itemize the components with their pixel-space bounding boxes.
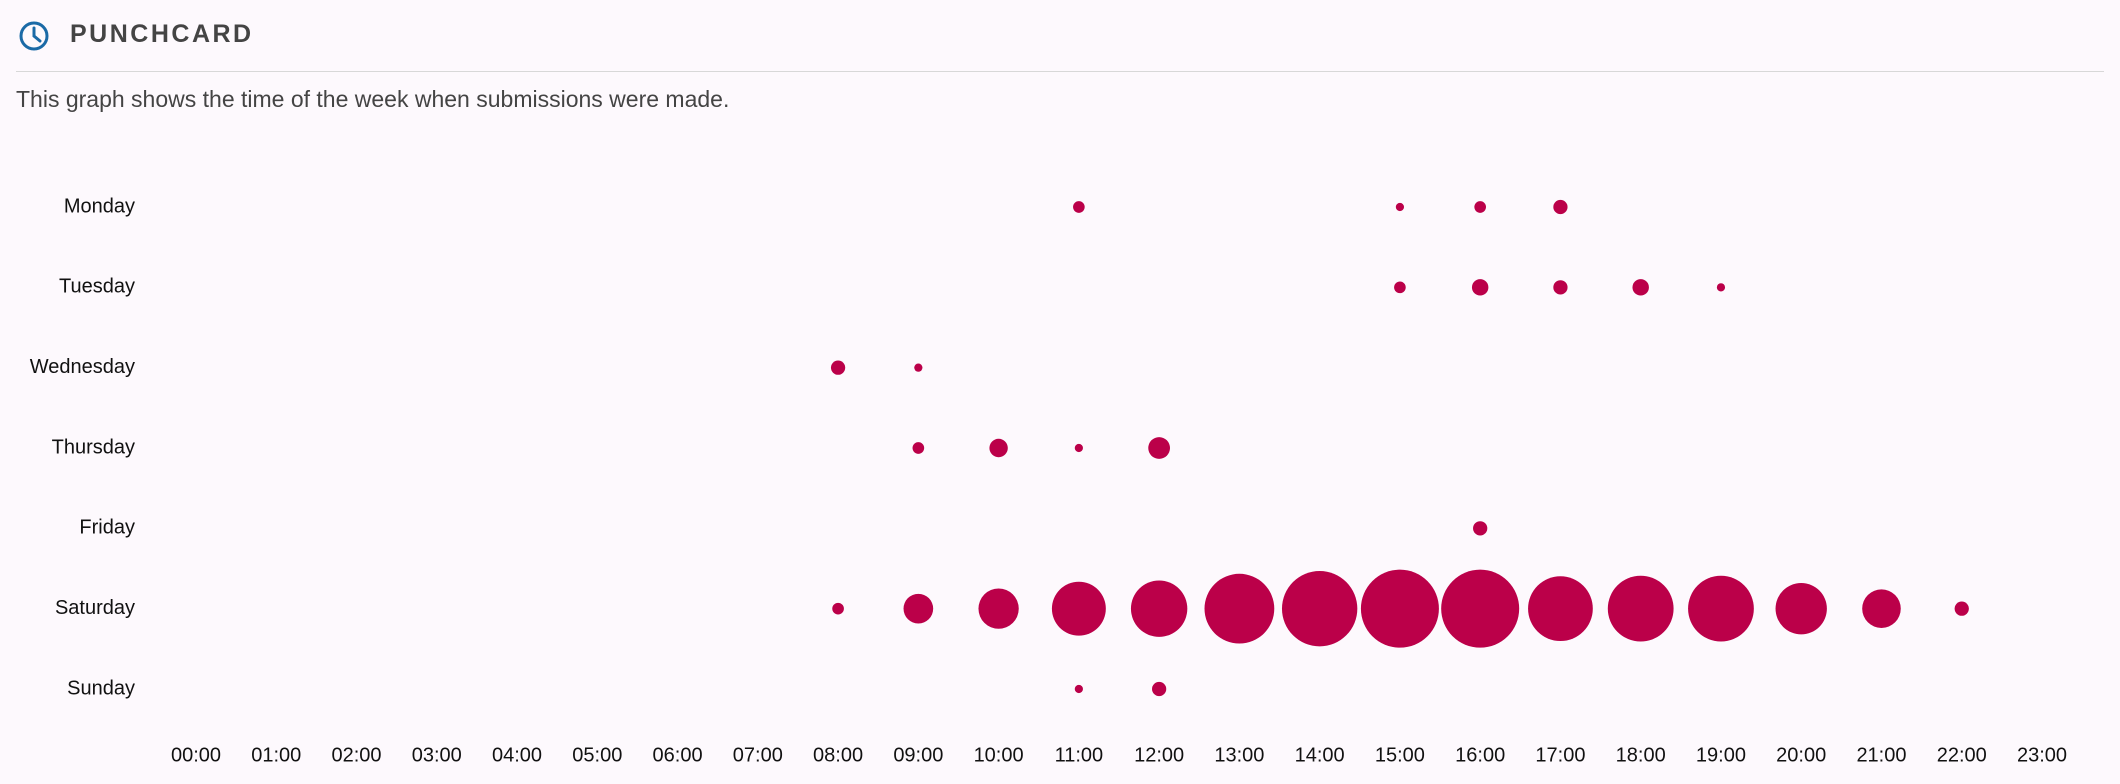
column-label: 00:00: [171, 744, 221, 766]
punch-dot: [1775, 582, 1827, 635]
column-label: 21:00: [1856, 744, 1906, 766]
row-label: Tuesday: [59, 276, 135, 298]
column-label: 03:00: [412, 744, 462, 766]
punch-dot: [903, 593, 934, 624]
punch-dot: [1471, 279, 1489, 296]
column-label: 04:00: [492, 744, 542, 766]
punch-dot: [1716, 283, 1726, 292]
punch-dot: [1395, 202, 1405, 212]
column-label: 15:00: [1375, 744, 1425, 766]
row-label: Thursday: [52, 436, 135, 458]
punch-dot: [1130, 580, 1188, 637]
punch-dot: [1553, 199, 1568, 215]
column-label: 19:00: [1696, 744, 1746, 766]
punch-dot: [1553, 280, 1568, 295]
row-label: Sunday: [67, 677, 135, 699]
punch-dot: [1473, 521, 1488, 536]
column-label: 14:00: [1295, 744, 1345, 766]
punch-dot: [1954, 601, 1969, 616]
punch-dot: [1688, 575, 1754, 642]
description: This graph shows the time of the week wh…: [16, 86, 730, 112]
divider: [16, 71, 2104, 72]
punch-dot: [1148, 437, 1171, 459]
punch-dot: [1074, 443, 1083, 453]
column-label: 08:00: [813, 744, 863, 766]
punch-dot: [978, 588, 1019, 629]
punch-dot: [1074, 684, 1083, 694]
section-title: PUNCHCARD: [70, 20, 254, 48]
column-label: 16:00: [1455, 744, 1505, 766]
punch-dot: [1474, 201, 1486, 213]
punch-dot: [912, 442, 925, 454]
punch-dot: [1394, 281, 1406, 294]
punch-dot: [1073, 201, 1085, 213]
column-label: 11:00: [1055, 744, 1104, 766]
row-label: Saturday: [55, 597, 135, 619]
punch-dot: [1051, 581, 1106, 636]
punch-dot: [1441, 569, 1520, 648]
punch-dot: [832, 602, 844, 615]
punch-dot: [1281, 570, 1358, 647]
punch-dot: [1528, 576, 1593, 642]
row-label: Wednesday: [30, 356, 135, 378]
punch-dot: [1360, 569, 1439, 648]
column-label: 09:00: [893, 744, 943, 766]
punch-dot: [1152, 681, 1167, 697]
row-label: Friday: [79, 517, 135, 539]
punch-dot: [914, 363, 923, 372]
column-label: 01:00: [251, 744, 301, 766]
row-label: Monday: [64, 195, 135, 217]
punch-dot: [1204, 573, 1275, 644]
column-label: 10:00: [974, 744, 1024, 766]
column-label: 12:00: [1134, 744, 1184, 766]
punch-dot: [1862, 589, 1901, 628]
column-label: 20:00: [1776, 744, 1826, 766]
punch-dot: [1607, 575, 1674, 642]
punch-dot: [1632, 279, 1649, 296]
column-label: 05:00: [572, 744, 622, 766]
column-label: 22:00: [1937, 744, 1987, 766]
column-label: 23:00: [2017, 744, 2067, 766]
column-label: 02:00: [331, 744, 381, 766]
punch-dot: [989, 438, 1008, 458]
clock-icon: [19, 21, 49, 51]
punch-dot: [830, 360, 846, 375]
column-label: 07:00: [733, 744, 783, 766]
column-label: 06:00: [653, 744, 703, 766]
column-label: 18:00: [1616, 744, 1666, 766]
column-label: 17:00: [1535, 744, 1585, 766]
column-label: 13:00: [1214, 744, 1264, 766]
